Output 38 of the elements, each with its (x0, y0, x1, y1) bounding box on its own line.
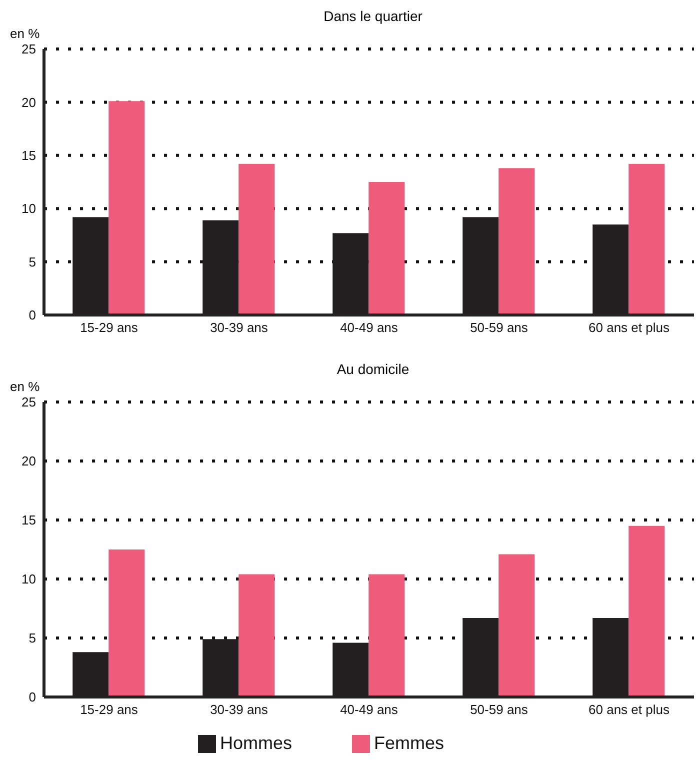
bar (108, 101, 145, 315)
y-tick-label: 10 (22, 201, 36, 216)
chart-title: Dans le quartier (322, 8, 424, 24)
chart-title: Au domicile (336, 361, 410, 377)
bar (238, 164, 275, 315)
x-tick-label: 30-39 ans (210, 320, 268, 336)
bar (628, 526, 665, 697)
legend-label: Hommes (220, 733, 292, 753)
x-tick-label: 15-29 ans (80, 320, 138, 336)
y-tick-label: 0 (28, 690, 36, 705)
y-tick-label: 15 (22, 148, 36, 164)
x-tick-label: 60 ans et plus (588, 702, 670, 718)
bar (108, 550, 145, 697)
y-tick-label: 10 (22, 572, 36, 587)
x-tick-label: 50-59 ans (470, 320, 528, 336)
y-tick-label: 5 (28, 254, 36, 270)
y-tick-label: 20 (22, 94, 36, 110)
y-axis-title: en % (10, 26, 41, 41)
bar (628, 164, 665, 315)
y-tick-label: 20 (22, 454, 36, 469)
x-tick-label: 60 ans et plus (588, 320, 670, 336)
x-tick-label: 30-39 ans (210, 702, 268, 718)
bar (368, 574, 405, 697)
y-tick-label: 15 (22, 512, 36, 528)
x-tick-label: 15-29 ans (80, 702, 138, 718)
legend-label: Femmes (374, 733, 444, 753)
y-tick-label: 25 (22, 42, 36, 57)
bar (498, 168, 535, 315)
y-tick-label: 25 (22, 394, 36, 410)
bar (238, 574, 275, 697)
bar (368, 182, 405, 315)
bar (498, 554, 535, 697)
y-axis-title: en % (10, 379, 41, 394)
x-tick-label: 40-49 ans (340, 320, 398, 336)
x-tick-label: 50-59 ans (470, 702, 528, 718)
x-tick-label: 40-49 ans (340, 702, 398, 718)
y-tick-label: 5 (28, 630, 36, 646)
y-tick-label: 0 (28, 308, 36, 323)
